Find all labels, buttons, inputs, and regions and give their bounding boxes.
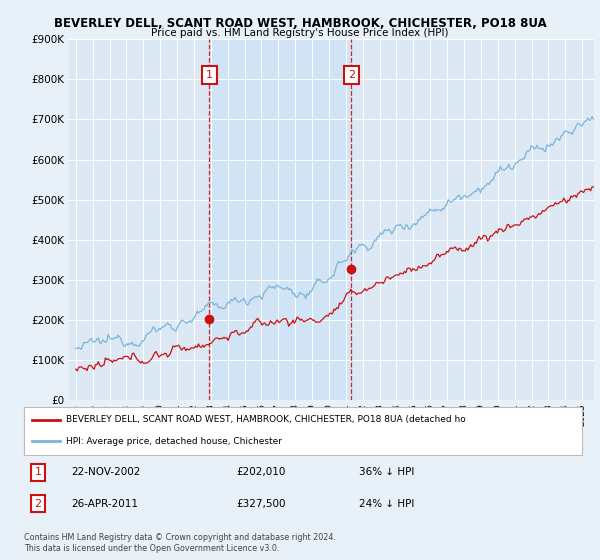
Text: Contains HM Land Registry data © Crown copyright and database right 2024.
This d: Contains HM Land Registry data © Crown c… (24, 533, 336, 553)
Text: 1: 1 (206, 71, 212, 80)
Text: 26-APR-2011: 26-APR-2011 (71, 499, 139, 508)
Text: 2: 2 (348, 71, 355, 80)
Text: 1: 1 (34, 468, 41, 478)
Text: Price paid vs. HM Land Registry's House Price Index (HPI): Price paid vs. HM Land Registry's House … (151, 28, 449, 38)
Text: 22-NOV-2002: 22-NOV-2002 (71, 468, 141, 478)
Text: BEVERLEY DELL, SCANT ROAD WEST, HAMBROOK, CHICHESTER, PO18 8UA: BEVERLEY DELL, SCANT ROAD WEST, HAMBROOK… (53, 17, 547, 30)
Text: HPI: Average price, detached house, Chichester: HPI: Average price, detached house, Chic… (66, 437, 282, 446)
Text: BEVERLEY DELL, SCANT ROAD WEST, HAMBROOK, CHICHESTER, PO18 8UA (detached ho: BEVERLEY DELL, SCANT ROAD WEST, HAMBROOK… (66, 416, 466, 424)
Text: £327,500: £327,500 (236, 499, 286, 508)
Text: 24% ↓ HPI: 24% ↓ HPI (359, 499, 414, 508)
Text: 36% ↓ HPI: 36% ↓ HPI (359, 468, 414, 478)
Text: 2: 2 (34, 499, 41, 508)
Text: £202,010: £202,010 (236, 468, 286, 478)
Bar (209, 39, 352, 400)
